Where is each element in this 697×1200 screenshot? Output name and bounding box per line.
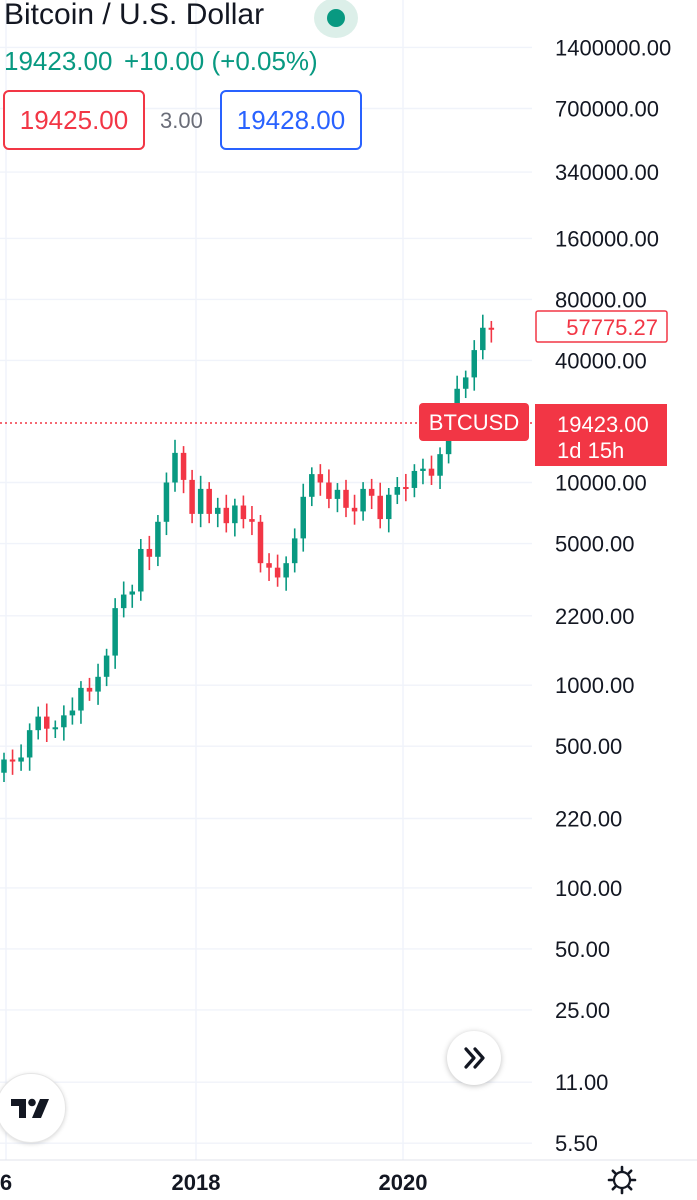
price-label-box [535,404,667,466]
gear-icon[interactable] [606,1164,638,1196]
candle-body [61,715,67,728]
candle-body [291,538,298,564]
candle-body [283,563,289,578]
candle-body [112,608,118,656]
candle-body [266,563,272,568]
sell-button[interactable]: 19425.00 [3,90,145,150]
candle-body [437,454,443,476]
last-price: 19423.00 [4,46,113,76]
candle-body [206,488,212,514]
candle-body [52,727,59,730]
candle-body [78,687,84,711]
y-tick-label: 2200.00 [555,604,635,629]
candle-body [9,759,16,762]
candle-body [317,474,324,483]
candle-body [343,489,349,508]
y-tick-label: 11.00 [555,1070,608,1095]
candle-body [326,482,332,499]
candle-body [360,488,366,512]
price-label: 19423.00 [557,412,649,437]
candle-body [488,327,495,330]
candle-body [428,468,435,476]
candle-body [334,489,341,499]
candle-body [480,327,486,351]
market-open-icon [327,9,345,27]
candle-body [138,548,144,592]
market-status-indicator[interactable] [314,0,358,38]
candle-body [146,548,153,557]
candle-body [411,470,418,488]
candle-body [120,594,127,609]
candle-body [300,496,306,539]
high-label-box [535,310,668,343]
candle-body [197,488,204,514]
candle-body [232,505,238,524]
candle-body [103,655,110,677]
y-tick-label: 500.00 [555,734,622,759]
candle-body [44,716,50,729]
candle-body [471,350,477,378]
tradingview-logo-icon [11,1098,49,1118]
candle-body [377,495,383,520]
spread-value: 3.00 [160,108,203,133]
candle-body [240,505,247,520]
y-tick-label: 80000.00 [555,287,647,312]
candle-body [95,676,101,692]
y-tick-label: 340000.00 [555,160,659,185]
y-tick-label: 40000.00 [555,348,647,373]
candle-body [86,687,93,692]
symbol-label-box [419,403,529,441]
symbol-label: BTCUSD [429,410,519,435]
candle-body [386,494,392,520]
candle-body [420,468,426,471]
symbol-title: Bitcoin / U.S. Dollar [4,0,265,31]
double-chevron-right-icon [464,1047,485,1069]
y-tick-label: 10000.00 [555,471,647,496]
candle-body [351,507,358,512]
y-tick-label: 1000.00 [555,673,635,698]
candle-body [35,716,41,731]
candle-body [257,521,264,564]
y-tick-label: 5.50 [555,1131,598,1156]
candle-body [189,479,195,514]
candle-body [1,759,7,773]
candle-body [215,507,221,514]
candle-body [403,487,409,490]
tradingview-logo-button[interactable] [0,1073,66,1143]
scroll-to-realtime-button[interactable] [447,1031,501,1085]
y-tick-label: 100.00 [555,876,622,901]
candle-body [18,757,24,762]
candle-body [249,519,255,522]
candle-body [368,488,375,496]
high-label: 57775.27 [566,315,658,340]
y-tick-label: 700000.00 [555,96,659,121]
y-tick-label: 1400000.00 [555,35,671,60]
x-tick-label: 6 [0,1170,12,1195]
candle-body [180,452,187,480]
countdown-label: 1d 15h [557,438,624,463]
y-tick-label: 50.00 [555,937,610,962]
candle-body [69,710,76,716]
candle-body [172,452,178,483]
candle-body [274,567,281,578]
candle-body [129,591,135,595]
candle-body [155,521,161,557]
candle-body [462,377,469,389]
y-tick-label: 25.00 [555,998,610,1023]
candle-body [223,507,230,524]
buy-button[interactable]: 19428.00 [220,90,362,150]
candle-body [394,487,401,495]
price-change: +10.00 (+0.05%) [124,46,318,76]
y-tick-label: 160000.00 [555,226,659,251]
y-tick-label: 5000.00 [555,532,635,557]
candle-body [163,482,170,522]
x-tick-label: 2020 [379,1170,428,1195]
candle-body [309,474,315,497]
x-tick-label: 2018 [172,1170,221,1195]
candle-body [26,730,33,758]
y-tick-label: 220.00 [555,806,622,831]
